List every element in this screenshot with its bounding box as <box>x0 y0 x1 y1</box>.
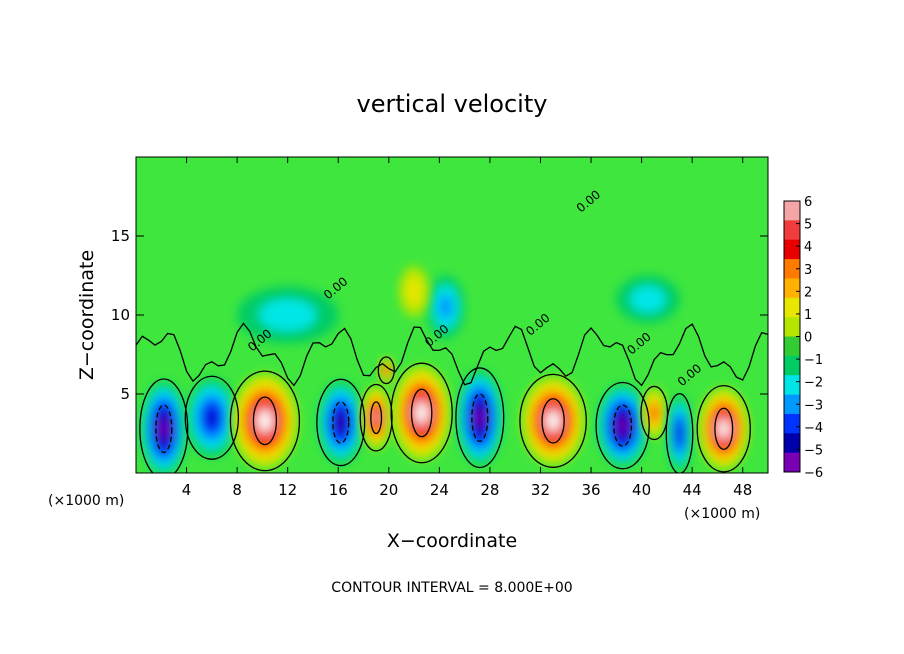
contour-line <box>332 401 350 444</box>
colorbar-swatch <box>784 413 800 434</box>
contour-line <box>370 401 383 435</box>
x-tick-label: 8 <box>232 481 242 499</box>
contour-line <box>665 393 694 473</box>
contour-line <box>229 370 301 472</box>
chart-title: vertical velocity <box>357 90 548 118</box>
y-axis-label: Z−coordinate <box>76 250 98 380</box>
colorbar-swatch <box>784 355 800 376</box>
colorbar-tick-label: 2 <box>804 285 812 300</box>
x-axis-label: X−coordinate <box>387 530 517 552</box>
velocity-cell <box>641 387 667 439</box>
x-tick-label: 36 <box>581 481 600 499</box>
colorbar-tick-label: −4 <box>804 421 823 436</box>
x-tick-label: 48 <box>733 481 752 499</box>
contour-line <box>541 398 565 444</box>
x-unit-label: (×1000 m) <box>684 506 760 522</box>
velocity-cell <box>597 384 648 467</box>
colorbar-tick-label: 3 <box>804 263 812 278</box>
contour-line <box>252 396 278 446</box>
contour-line <box>714 407 734 450</box>
colorbar-tick-label: −2 <box>804 376 823 391</box>
x-tick-label: 12 <box>278 481 297 499</box>
velocity-cell <box>186 378 238 458</box>
colorbar-swatch <box>784 220 800 241</box>
colorbar-tick-label: −1 <box>804 353 823 368</box>
colorbar-swatch <box>784 239 800 260</box>
x-tick-label: 40 <box>632 481 651 499</box>
y-tick-label: 10 <box>111 306 130 324</box>
x-tick-label: 44 <box>683 481 702 499</box>
velocity-cell <box>698 387 750 470</box>
velocity-cell <box>616 275 680 323</box>
zero-contours <box>136 322 768 473</box>
colorbar-tick-label: 0 <box>804 331 812 346</box>
colorbar-tick-label: 1 <box>804 308 812 323</box>
velocity-cell <box>392 365 451 461</box>
contour-interval: CONTOUR INTERVAL = 8.000E+00 <box>331 580 572 596</box>
contour-line <box>359 383 393 452</box>
velocity-cell <box>318 381 364 464</box>
contour-line <box>139 378 189 473</box>
y-tick-label: 5 <box>120 385 130 403</box>
contour-line <box>613 404 633 447</box>
x-tick-label: 24 <box>430 481 449 499</box>
colorbar-tick-label: −6 <box>804 466 823 481</box>
colorbar-tick-label: 6 <box>804 195 812 210</box>
z-unit-label: (×1000 m) <box>48 493 124 509</box>
x-tick-label: 32 <box>531 481 550 499</box>
colorbar-tick-label: 4 <box>804 240 812 255</box>
y-axis: 5 10 15 <box>111 227 768 403</box>
x-tick-label: 20 <box>379 481 398 499</box>
contour-line <box>455 367 505 469</box>
velocity-cell <box>426 275 465 339</box>
contour-line <box>155 404 173 454</box>
contour-line <box>595 381 650 470</box>
contour-line <box>471 393 489 443</box>
contour-line <box>390 362 453 464</box>
x-axis: 4 8 12 16 20 24 28 32 36 40 44 48 <box>182 157 752 499</box>
contour-line <box>377 356 395 385</box>
velocity-cells <box>141 266 750 473</box>
x-tick-label: 28 <box>480 481 499 499</box>
contour-line <box>184 375 240 460</box>
contour-line <box>519 373 587 468</box>
x-tick-label: 16 <box>329 481 348 499</box>
y-tick-label: 15 <box>111 227 130 245</box>
velocity-cell <box>666 395 693 472</box>
colorbar: 6 5 4 3 2 1 0 −1 −2 −3 −4 −5 −6 <box>783 195 823 481</box>
contour-line <box>696 384 751 473</box>
velocity-cell <box>237 286 339 344</box>
velocity-cell <box>398 266 430 317</box>
contour-line <box>410 388 433 438</box>
colorbar-tick-label: 5 <box>804 218 812 233</box>
velocity-cell <box>360 386 392 450</box>
velocity-cell <box>232 373 298 469</box>
colorbar-swatch <box>784 452 800 473</box>
colorbar-swatch <box>784 336 800 357</box>
velocity-cell <box>141 381 187 473</box>
colorbar-swatch <box>784 317 800 337</box>
contour-line <box>316 378 366 467</box>
colorbar-swatch <box>784 394 800 415</box>
colorbar-swatch <box>784 278 800 299</box>
colorbar-swatch <box>784 201 800 221</box>
velocity-cell <box>521 376 585 466</box>
colorbar-swatch <box>784 297 800 318</box>
colorbar-swatch <box>784 433 800 454</box>
colorbar-tick-label: −3 <box>804 398 823 413</box>
colorbar-swatch <box>784 259 800 279</box>
colorbar-tick-label: −5 <box>804 443 823 458</box>
contour-line <box>136 322 768 387</box>
x-tick-label: 4 <box>182 481 192 499</box>
colorbar-swatch <box>784 375 800 396</box>
